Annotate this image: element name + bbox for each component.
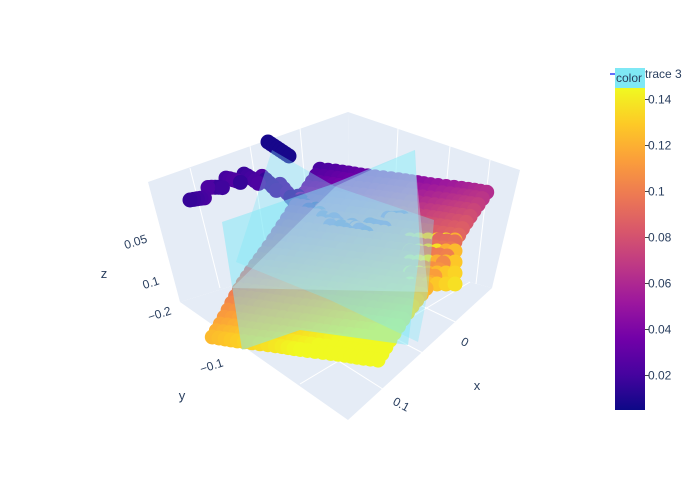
z-tick-label: 0.05 — [122, 231, 149, 252]
y-tick-label: −0.2 — [146, 303, 173, 324]
colorbar: color 0.02 0.04 0.06 0.08 0.1 0.12 0.14 — [615, 68, 672, 410]
colorbar-tick-label: 0.06 — [648, 277, 672, 291]
colorbar-gradient — [615, 88, 645, 410]
plane-b — [236, 150, 434, 342]
colorbar-title: color — [616, 71, 642, 85]
scatter-point — [214, 180, 230, 196]
x-axis-title: x — [474, 378, 481, 393]
scatter-point — [182, 192, 198, 208]
scatter-point — [447, 265, 463, 281]
scatter-point — [232, 174, 248, 190]
scatter-point — [370, 352, 386, 368]
legend-entry-label[interactable]: trace 3 — [645, 67, 682, 81]
y-axis-title: y — [179, 388, 186, 403]
z-axis-title: z — [101, 266, 108, 281]
colorbar-ticks: 0.02 0.04 0.06 0.08 0.1 0.12 0.14 — [645, 93, 672, 383]
colorbar-title-background — [615, 68, 645, 88]
colorbar-tick-label: 0.14 — [648, 93, 672, 107]
z-tick-label: 0.1 — [141, 273, 162, 292]
colorbar-tick-label: 0.1 — [648, 185, 665, 199]
x-tick-label: 0.1 — [391, 394, 413, 414]
y-tick-label: −0.1 — [198, 355, 225, 376]
plane-c — [232, 150, 428, 292]
scatter-point — [447, 254, 463, 270]
colorbar-tick-label: 0.08 — [648, 231, 672, 245]
plane-a — [222, 150, 420, 350]
colorbar-tick-label: 0.04 — [648, 323, 672, 337]
z-axis-ticks: 0.05 0.1 — [122, 231, 161, 292]
scatter-point — [281, 148, 297, 164]
colorbar-tick-label: 0.02 — [648, 369, 672, 383]
x-tick-label: 0 — [459, 334, 472, 350]
planes — [222, 150, 434, 350]
scatter-point — [250, 175, 266, 191]
scatter-point — [447, 276, 463, 292]
colorbar-tick-label: 0.12 — [648, 139, 672, 153]
